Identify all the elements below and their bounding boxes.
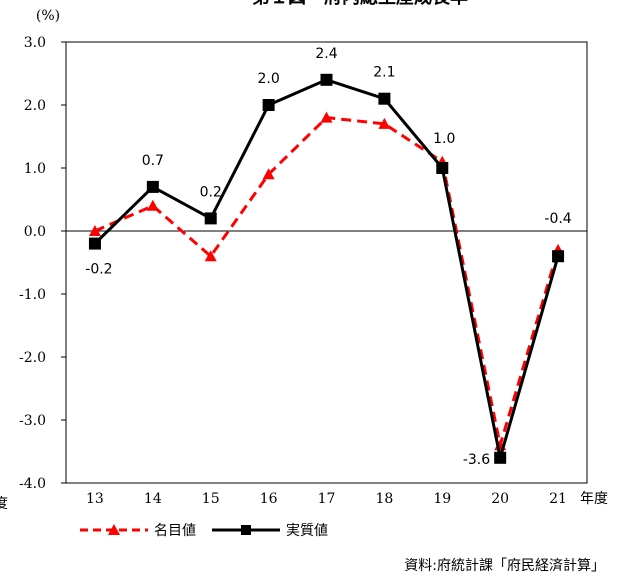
data-point-nominal (146, 199, 159, 211)
x-unit-label-left-fragment: 度 (0, 496, 8, 512)
y-tick-label: 1.0 (24, 161, 46, 177)
source-note: 資料:府統計課「府民経済計算」 (404, 558, 605, 574)
legend-label-nominal: 名目値 (154, 523, 196, 539)
x-tick-label: 21 (549, 491, 567, 507)
y-tick-label: 0.0 (24, 224, 46, 240)
x-tick-label: 20 (491, 491, 509, 507)
data-label-real: 1.0 (433, 131, 455, 147)
data-point-real (320, 73, 333, 86)
data-point-real (88, 237, 101, 250)
data-point-real (436, 162, 449, 174)
legend-marker-nominal (80, 524, 148, 535)
y-tick-label: 3.0 (24, 35, 46, 51)
x-tick-label: 16 (260, 491, 278, 507)
data-point-nominal (378, 117, 391, 129)
x-tick-label: 15 (202, 491, 220, 507)
data-point-nominal (204, 250, 217, 262)
data-label-real: 0.2 (200, 184, 222, 200)
data-label-real: -0.2 (85, 262, 112, 278)
legend: 名目値 実質値 (78, 520, 342, 540)
y-tick-label: -4.0 (19, 476, 46, 492)
y-tick-label: -1.0 (19, 287, 46, 303)
data-labels: -0.2 0.7 0.2 2.0 2.4 2.1 1.0 -3.6 -0.4 (85, 46, 572, 468)
series-layer (88, 73, 565, 464)
x-tick-label: 13 (86, 491, 104, 507)
data-point-real (204, 212, 217, 225)
data-point-nominal (262, 168, 275, 180)
data-point-real (146, 180, 159, 193)
x-tick-label: 17 (318, 491, 336, 507)
data-label-real: 2.0 (257, 71, 279, 87)
y-tick-label: -2.0 (19, 350, 46, 366)
data-label-real: -3.6 (463, 452, 490, 468)
x-unit-label: 年度 (580, 491, 608, 507)
y-axis-ticks: 3.0 2.0 1.0 0.0 -1.0 -2.0 -3.0 -4.0 (19, 35, 66, 492)
data-label-real: -0.4 (544, 211, 571, 227)
chart-title: 第１図 府内総生産成長率 (252, 0, 468, 8)
legend-item-nominal: 名目値 (78, 520, 196, 540)
data-point-nominal (320, 111, 333, 123)
data-label-real: 0.7 (142, 153, 164, 169)
data-point-real (552, 250, 565, 263)
legend-label-real: 実質値 (286, 523, 328, 539)
data-label-real: 2.4 (315, 46, 337, 62)
legend-marker-real (212, 525, 280, 535)
plot-area (65, 41, 588, 484)
data-point-real (494, 451, 507, 464)
data-point-real (378, 92, 391, 105)
x-tick-label: 18 (375, 491, 393, 507)
data-point-nominal (88, 225, 101, 236)
x-tick-label: 14 (144, 491, 162, 507)
x-axis-ticks: 13 14 15 16 17 18 19 20 21 (86, 491, 567, 507)
x-tick-label: 19 (433, 491, 451, 507)
y-unit-label: (%) (36, 8, 60, 24)
series-line-real (93, 78, 560, 460)
legend-item-real: 実質値 (210, 520, 328, 540)
data-point-real (262, 99, 275, 111)
y-tick-label: -3.0 (19, 413, 46, 429)
data-label-real: 2.1 (373, 65, 395, 81)
y-tick-label: 2.0 (24, 98, 46, 114)
